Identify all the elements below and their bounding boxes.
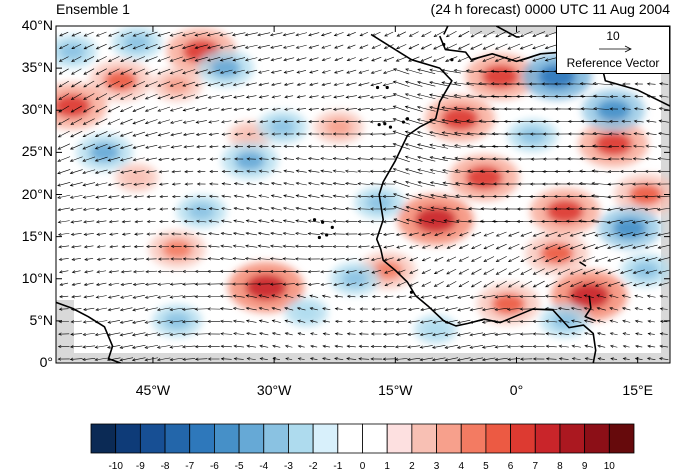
colorbar-swatch-7 (264, 424, 289, 453)
lat-label-4: 20°N (22, 186, 53, 202)
anomaly-core-32 (597, 100, 631, 121)
island-12 (410, 291, 413, 294)
island-2 (402, 120, 405, 123)
colorbar-swatch-14 (437, 424, 462, 453)
colorbar-swatch-1 (116, 424, 141, 453)
anomaly-core-25 (235, 151, 265, 170)
colorbar-label-19: 9 (582, 461, 588, 472)
colorbar-swatch-8 (288, 424, 313, 453)
colorbar-swatch-6 (239, 424, 264, 453)
reference-vector-box: 10 Reference Vector (556, 26, 670, 74)
colorbar-swatch-13 (412, 424, 437, 453)
colorbar-label-0: -10 (108, 461, 122, 472)
anomaly-core-33 (519, 127, 546, 144)
colorbar-swatch-21 (609, 424, 634, 453)
colorbar-label-9: -1 (333, 461, 342, 472)
colorbar-label-4: -6 (210, 461, 219, 472)
colorbar-label-20: 10 (604, 461, 615, 472)
island-4 (383, 122, 386, 125)
island-1 (389, 126, 392, 129)
colorbar-label-12: 2 (409, 461, 415, 472)
land-mask-bottom (56, 353, 670, 363)
lat-label-7: 5°N (30, 312, 54, 328)
colorbar-label-13: 3 (434, 461, 440, 472)
colorbar-swatch-20 (585, 424, 610, 453)
colorbar-swatch-11 (363, 424, 388, 453)
lat-label-0: 40°N (22, 17, 53, 33)
island-0 (378, 123, 381, 126)
lat-label-1: 35°N (22, 59, 53, 75)
colorbar-swatch-18 (535, 424, 560, 453)
colorbar-label-8: -2 (309, 461, 318, 472)
island-10 (386, 86, 389, 89)
colorbar-label-1: -9 (136, 461, 145, 472)
colorbar-swatch-4 (190, 424, 215, 453)
anomaly-core-7 (466, 166, 503, 189)
anomaly-core-12 (629, 184, 663, 205)
colorbar-label-7: -3 (284, 461, 293, 472)
colorbar-label-16: 6 (508, 461, 514, 472)
lon-label-4: 15°E (622, 382, 653, 398)
colorbar-label-2: -8 (161, 461, 170, 472)
colorbar-swatch-12 (387, 424, 412, 453)
island-8 (313, 218, 316, 221)
island-14 (450, 58, 453, 61)
colorbar-swatch-10 (338, 424, 363, 453)
island-9 (318, 236, 321, 239)
colorbar-swatch-3 (165, 424, 190, 453)
lon-label-2: 15°W (378, 382, 412, 398)
lon-label-1: 30°W (257, 382, 291, 398)
reference-vector-arrow (598, 44, 634, 54)
island-5 (321, 221, 324, 224)
colorbar-label-15: 5 (483, 461, 489, 472)
anomaly-core-20 (211, 59, 241, 78)
lat-label-2: 30°N (22, 101, 53, 117)
anomaly-core-13 (540, 243, 574, 264)
anomaly-core-19 (125, 170, 148, 184)
anomaly-core-11 (595, 132, 632, 155)
lon-label-3: 0° (510, 382, 523, 398)
anomaly-core-10 (546, 200, 583, 223)
anomaly-core-5 (162, 240, 192, 259)
colorbar-swatch-17 (511, 424, 536, 453)
island-13 (442, 43, 445, 46)
anomaly-core-28 (342, 270, 369, 287)
lat-label-6: 10°N (22, 270, 53, 286)
lat-label-5: 15°N (22, 228, 53, 244)
reference-vector-label: Reference Vector (557, 56, 669, 70)
anomaly-core-24 (188, 203, 215, 220)
colorbar-swatch-19 (560, 424, 585, 453)
anomaly-core-4 (246, 274, 287, 299)
anomaly-core-30 (295, 305, 318, 319)
reference-vector-magnitude: 10 (557, 29, 669, 43)
colorbar-label-17: 7 (532, 461, 538, 472)
anomaly-core-14 (569, 283, 610, 308)
lon-label-0: 45°W (136, 382, 170, 398)
lat-label-8: 0° (40, 354, 53, 370)
colorbar-swatch-15 (461, 424, 486, 453)
colorbar-swatch-9 (313, 424, 338, 453)
island-11 (376, 86, 379, 89)
colorbar-swatch-0 (91, 424, 116, 453)
colorbar-label-18: 8 (557, 461, 563, 472)
colorbar-swatch-5 (214, 424, 239, 453)
anomaly-core-22 (59, 43, 86, 60)
colorbar-swatch-2 (140, 424, 165, 453)
island-7 (331, 226, 334, 229)
island-3 (406, 117, 409, 120)
island-6 (325, 233, 328, 236)
lat-label-3: 25°N (22, 143, 53, 159)
colorbar-swatch-16 (486, 424, 511, 453)
colorbar-label-10: 0 (360, 461, 366, 472)
colorbar (91, 424, 634, 453)
colorbar-label-6: -4 (259, 461, 268, 472)
colorbar-label-14: 4 (458, 461, 464, 472)
anomaly-core-9 (482, 65, 519, 88)
colorbar-label-3: -7 (185, 461, 194, 472)
colorbar-label-5: -5 (235, 461, 244, 472)
colorbar-label-11: 1 (384, 461, 390, 472)
